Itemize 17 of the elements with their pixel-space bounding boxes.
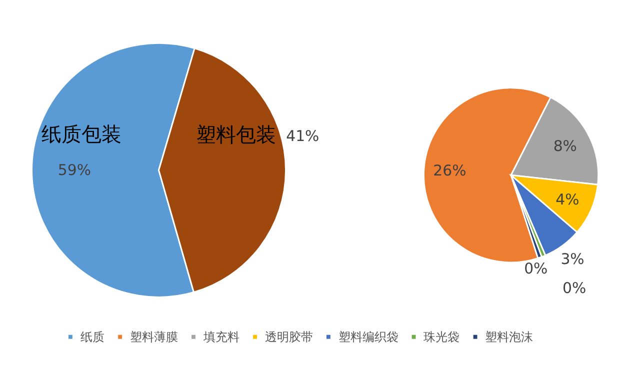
data-label: 8% [553,136,577,155]
legend-label: 透明胶带 [264,330,313,344]
data-label: 3% [560,250,584,268]
legend-label: 珠光袋 [424,330,460,344]
legend-label: 塑料编织袋 [338,330,398,344]
data-label: 26% [433,161,466,180]
data-label: 0% [562,279,586,298]
data-label: 41% [286,126,320,145]
data-label: 59% [58,160,91,179]
legend-label: 纸质 [80,330,104,344]
slice-label: 塑料包装 [196,124,276,147]
legend-label: 填充料 [202,330,240,344]
slice-label: 纸质包装 [41,123,122,146]
data-label: 0% [524,260,548,278]
data-label: 4% [556,190,580,209]
legend-label: 塑料薄膜 [130,330,178,344]
legend-label: 塑料泡沫 [485,330,534,344]
